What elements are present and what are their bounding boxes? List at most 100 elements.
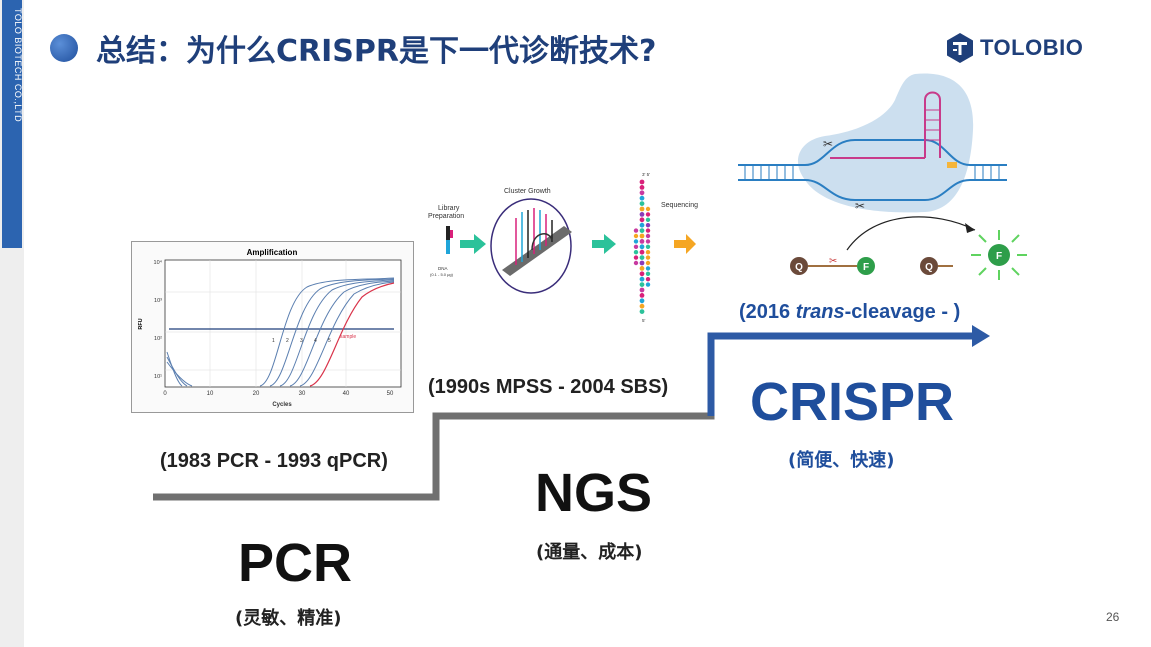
scissors-icon: ✂ [829,256,837,267]
sequence-bead [639,195,645,201]
sequence-bead [645,228,651,233]
crispr-title: CRISPR [750,372,955,432]
sequence-bead [645,212,651,217]
qpcr-amplification-plot: Amplification 1 2 3 4 5 sample [131,241,414,413]
ngs-desc: (通量、成本) [536,542,643,563]
sequence-bead [639,298,645,304]
curve-label-2: 2 [286,338,289,344]
sequence-bead [639,222,645,228]
sequence-bead [645,239,651,244]
chart-title: Amplification [247,248,298,257]
quencher-label: Q [925,262,933,273]
crispr-period-suffix: -cleavage - ) [844,301,961,323]
sequence-bead [639,255,645,260]
sequence-bead [645,282,651,287]
sequence-bead [633,228,639,233]
sequence-bead [633,233,639,239]
sequence-bead [645,266,651,271]
logo-wordmark: TOLOBIO [980,35,1084,60]
staircase-arrowhead [972,325,990,347]
step-library-label: Library [438,205,460,212]
crispr-period-prefix: (2016 [739,301,796,323]
title-bullet [50,34,78,62]
y-tick: 10² [154,336,162,342]
sequence-bead [645,223,651,228]
pcr-desc: (灵敏、精准) [235,608,342,629]
sequence-bead [639,287,645,293]
crispr-mechanism-diagram: ✂ ✂ Q ✂ F Q F [735,70,1040,290]
sequence-bead [639,276,645,282]
curve-label-4: 4 [314,338,317,344]
ngs-title: NGS [535,463,653,523]
quencher-label: Q [795,262,803,273]
sequence-bead [639,228,645,233]
fluor-label: F [996,251,1002,262]
page-number: 26 [1106,610,1120,624]
sequence-bead [639,233,645,239]
sequence-bead [633,255,639,260]
sequence-bead [639,249,645,255]
x-tick: 40 [343,391,350,397]
curve-label-3: 3 [300,338,303,344]
sequence-bead [645,233,651,239]
pcr-period: (1983 PCR - 1993 qPCR) [160,450,388,472]
sequence-bead [645,271,651,276]
x-tick: 10 [207,391,214,397]
tolobio-logo-icon [947,33,973,63]
sequence-bead [645,206,651,212]
sidebar-accent-bar: TOLO BIOTECH CO.,LTD [2,0,23,248]
sequence-bead [645,277,651,282]
sequence-bead [639,185,645,190]
y-tick: 10¹ [154,374,162,380]
sequence-bead [639,179,645,185]
sequence-bead [639,239,645,244]
sequence-bead [639,266,645,271]
x-tick: 30 [299,391,306,397]
x-tick: 50 [387,391,394,397]
company-vertical-text: TOLO BIOTECH CO.,LTD [13,8,23,123]
sequence-bead [645,217,651,222]
crispr-desc: (简便、快速) [788,450,895,471]
curve-label-1: 1 [272,338,275,344]
pcr-title: PCR [238,533,353,593]
company-logo: TOLOBIO [944,32,1104,64]
ngs-period: (1990s MPSS - 2004 SBS) [428,376,669,398]
x-tick: 0 [163,391,167,397]
sample-label: sample [340,334,356,340]
x-tick: 20 [253,391,260,397]
fluor-label: F [863,262,869,273]
crispr-period: (2016 trans-cleavage - ) [739,301,960,324]
sequence-bead [639,303,645,309]
sequence-bead [633,244,639,249]
sequence-bead [639,244,645,250]
sequence-bead [645,255,651,260]
y-tick: 10⁴ [154,259,163,266]
sequence-bead [639,282,645,287]
sequence-bead [633,250,639,255]
sequence-bead [639,260,645,266]
sequence-bead [639,201,645,206]
sequence-bead [639,271,645,277]
ngs-workflow-diagram: Library Preparation DNA (0.1 - 5.0 μg) C… [424,170,724,325]
y-tick: 10³ [154,298,162,304]
left-sidebar: TOLO BIOTECH CO.,LTD [0,0,24,647]
sequence-bead [645,250,651,255]
sequence-bead [639,190,645,196]
scissors-icon: ✂ [823,137,833,151]
sequence-bead [645,244,651,249]
step-cluster-label: Cluster Growth [504,188,551,195]
strand-top-label: 3' 5' [642,172,650,177]
step-sequencing-label: Sequencing [661,202,698,209]
crispr-period-italic: trans [795,301,845,323]
sequence-bead [633,260,639,266]
sequence-bead [639,212,645,217]
x-axis-label: Cycles [272,402,292,408]
scissors-icon: ✂ [855,199,865,213]
sequence-bead [645,260,651,266]
curve-label-5: 5 [328,338,331,344]
sequence-bead [639,293,645,298]
sequence-bead [639,206,645,212]
y-axis-label: RFU [138,318,144,329]
strand-bottom-label: 5' [642,318,646,323]
staircase-blue [707,332,978,416]
